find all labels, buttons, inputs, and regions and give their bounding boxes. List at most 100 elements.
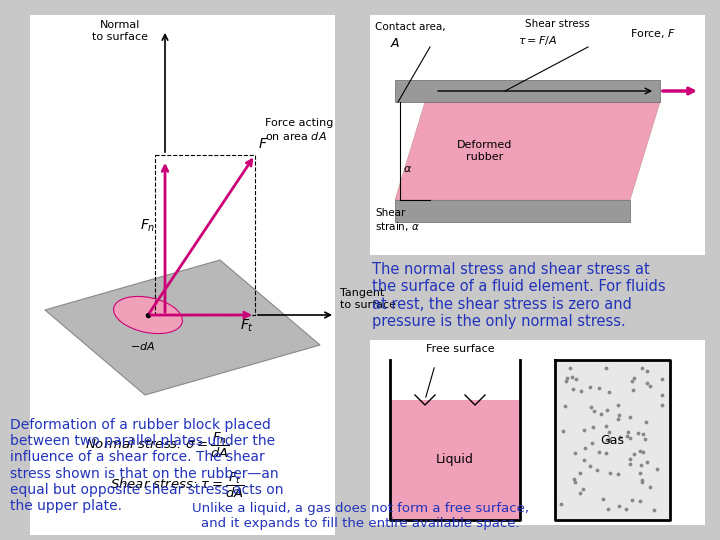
Point (642, 458, 653, 467)
Text: $\tau = F/A$: $\tau = F/A$ (518, 34, 557, 47)
Point (636, 476, 648, 484)
Point (555, 500, 567, 508)
Bar (390, 400, 520, 520)
Text: Liquid: Liquid (436, 454, 474, 467)
Point (624, 460, 635, 468)
Text: Free surface: Free surface (426, 344, 495, 354)
Text: Unlike a liquid, a gas does not form a free surface,
and it expands to fill the : Unlike a liquid, a gas does not form a f… (192, 502, 528, 530)
Point (614, 433, 626, 442)
Point (624, 434, 636, 442)
Point (569, 478, 580, 487)
Point (621, 505, 632, 514)
Point (578, 455, 590, 464)
Point (575, 468, 586, 477)
Point (642, 367, 653, 375)
Text: Force acting
on area $dA$: Force acting on area $dA$ (265, 118, 333, 142)
Text: Tangent
to surface: Tangent to surface (340, 288, 396, 310)
Text: $A$: $A$ (390, 37, 400, 50)
Point (657, 374, 668, 383)
Point (624, 455, 636, 463)
Bar (30, 415, 335, 535)
Polygon shape (395, 102, 660, 200)
Text: $F_t$: $F_t$ (240, 318, 254, 334)
Bar (370, 340, 705, 525)
Point (639, 435, 650, 443)
Point (636, 477, 647, 486)
Point (564, 364, 576, 373)
Point (634, 469, 646, 478)
Bar (370, 15, 705, 255)
Point (636, 460, 647, 469)
Text: Deformation of a rubber block placed
between two parallel plates under the
influ: Deformation of a rubber block placed bet… (10, 418, 284, 513)
Point (656, 391, 667, 400)
Point (613, 470, 624, 478)
Text: $-dA$: $-dA$ (130, 340, 156, 352)
Ellipse shape (114, 296, 182, 334)
Point (634, 447, 646, 455)
Text: $\alpha$: $\alpha$ (403, 164, 412, 174)
Point (641, 379, 652, 387)
Point (569, 449, 580, 457)
Point (628, 373, 639, 382)
Point (621, 431, 632, 440)
Point (634, 497, 645, 505)
Point (585, 403, 597, 411)
Point (603, 434, 615, 443)
Point (604, 469, 616, 477)
Point (626, 376, 637, 385)
Point (566, 373, 577, 382)
Bar (30, 15, 335, 415)
Text: Shear
strain, $\alpha$: Shear strain, $\alpha$ (375, 208, 420, 233)
Text: Normal
to surface: Normal to surface (92, 21, 148, 42)
Point (588, 407, 600, 415)
Point (585, 382, 596, 391)
Point (600, 364, 611, 373)
Bar (555, 360, 670, 520)
Bar (395, 200, 630, 222)
Text: $F$: $F$ (258, 137, 268, 151)
Point (603, 504, 614, 513)
Point (600, 406, 612, 415)
Point (637, 448, 649, 456)
Point (644, 382, 655, 390)
Point (600, 448, 612, 457)
Point (586, 439, 598, 448)
Point (561, 374, 572, 382)
Bar (155, 155, 255, 315)
Point (656, 401, 667, 409)
Point (578, 426, 590, 434)
Point (648, 506, 660, 515)
Point (557, 427, 569, 435)
Point (624, 413, 636, 421)
Point (603, 387, 615, 396)
Point (587, 423, 598, 431)
Point (574, 489, 585, 498)
Text: Shear stress: $\tau = \dfrac{F_t}{dA}$: Shear stress: $\tau = \dfrac{F_t}{dA}$ (110, 471, 245, 501)
Text: $F_n$: $F_n$ (140, 218, 156, 234)
Text: Normal stress: $\sigma = \dfrac{F_n}{dA}$: Normal stress: $\sigma = \dfrac{F_n}{dA}… (85, 431, 230, 461)
Point (559, 402, 570, 410)
Point (577, 484, 588, 493)
Point (636, 364, 648, 373)
Point (600, 422, 612, 430)
Point (575, 386, 587, 395)
Text: Force, $F$: Force, $F$ (630, 27, 676, 40)
Point (593, 383, 605, 392)
Point (597, 495, 608, 504)
Point (627, 386, 639, 394)
Text: Shear stress: Shear stress (525, 19, 590, 29)
Bar (395, 80, 660, 102)
Point (652, 465, 663, 474)
Text: Contact area,: Contact area, (375, 22, 446, 32)
Point (570, 375, 582, 384)
Point (560, 377, 572, 386)
Text: Deformed
rubber: Deformed rubber (457, 140, 513, 162)
Point (626, 496, 637, 505)
Point (584, 462, 595, 470)
Point (629, 449, 640, 458)
Point (641, 418, 652, 427)
Point (568, 475, 580, 483)
Point (603, 428, 615, 437)
Point (595, 410, 606, 419)
Point (613, 415, 624, 423)
